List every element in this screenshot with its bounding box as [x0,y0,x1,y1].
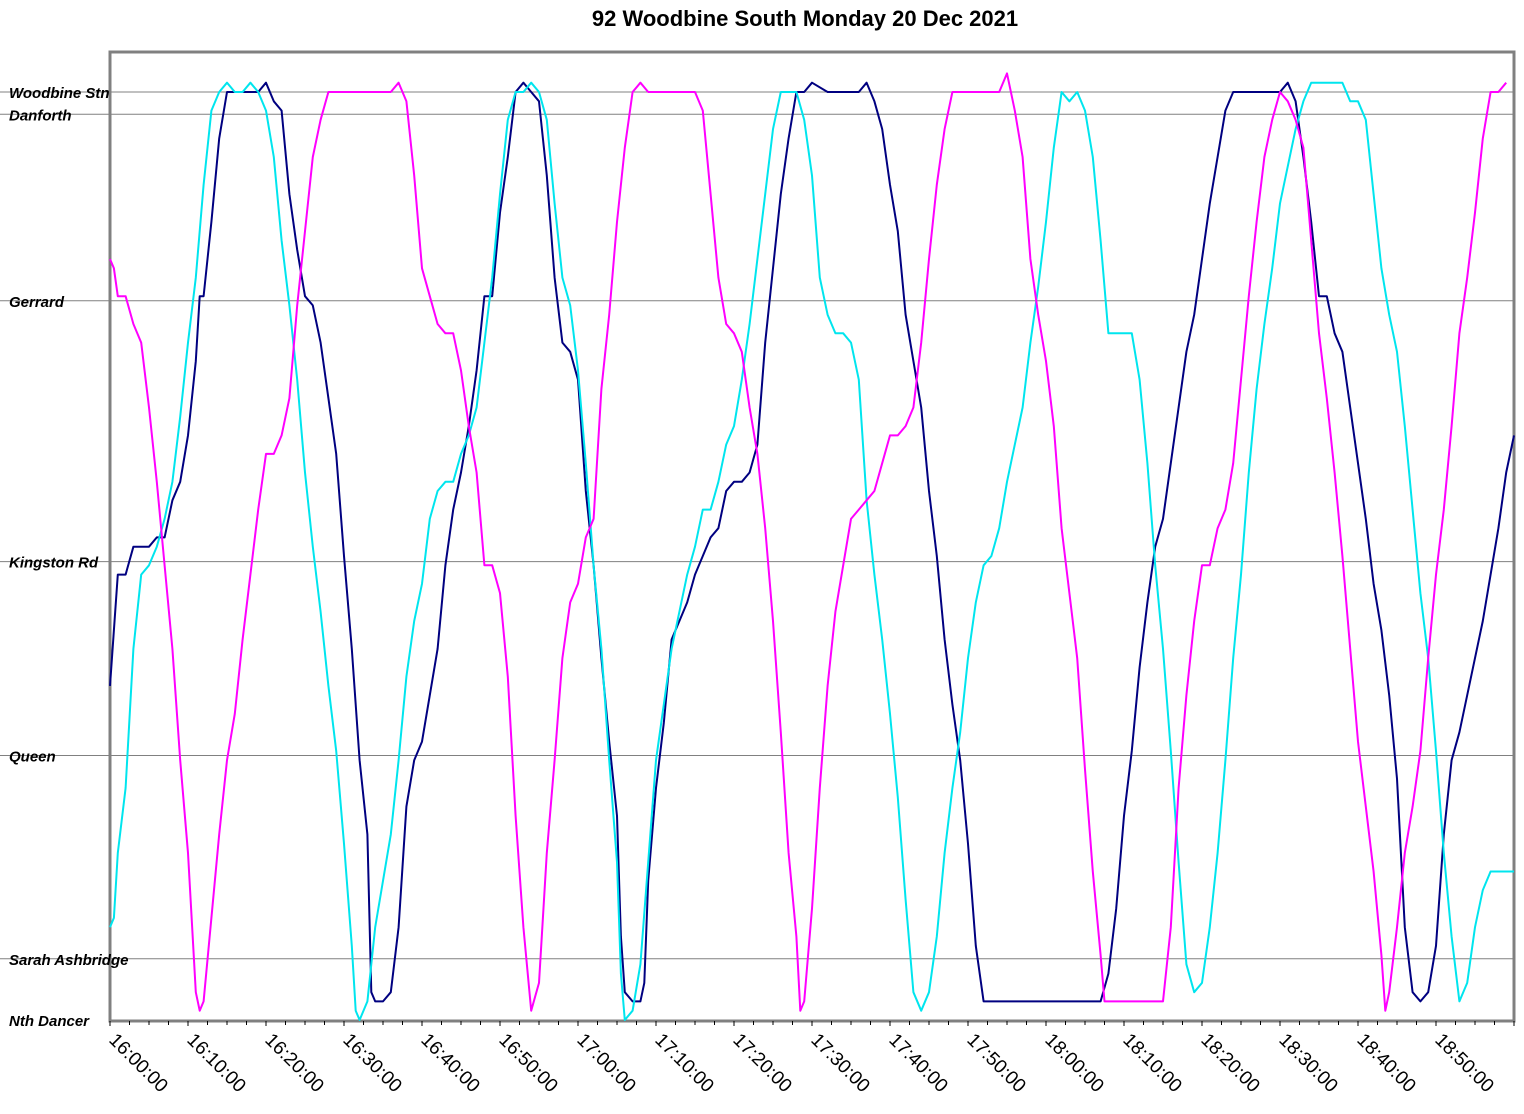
stop-label: Nth Dancer [9,1013,90,1030]
stop-label: Sarah Ashbridge [9,952,128,969]
x-tick-label: 18:10:00 [1118,1030,1185,1097]
stop-label: Queen [9,749,56,766]
series-group [109,72,1515,1021]
x-tick-label: 17:40:00 [884,1030,951,1097]
x-tick-label: 18:30:00 [1274,1030,1341,1097]
x-tick-label: 17:20:00 [728,1030,795,1097]
x-tick-label: 16:30:00 [338,1030,405,1097]
x-tick-label: 16:20:00 [260,1030,327,1097]
x-tick-label: 18:50:00 [1430,1030,1497,1097]
stop-label: Danforth [9,107,72,124]
x-tick-label: 18:20:00 [1196,1030,1263,1097]
stop-label: Kingston Rd [9,555,99,572]
chart-title: 92 Woodbine South Monday 20 Dec 2021 [592,6,1018,31]
stop-label: Gerrard [9,294,65,311]
x-tick-label: 17:10:00 [650,1030,717,1097]
x-tick-label: 17:00:00 [572,1030,639,1097]
plot-area [108,50,1516,1023]
stop-label: Woodbine Stn [9,85,110,102]
x-tick-label: 17:50:00 [962,1030,1029,1097]
x-tick-label: 17:30:00 [806,1030,873,1097]
stop-labels: Woodbine Stn Danforth Gerrard Kingston Rd Qu… [9,85,128,1030]
x-tick-label: 16:50:00 [494,1030,561,1097]
series-line-2 [109,81,1514,1021]
series-line-1 [109,81,1515,1003]
x-tick-label: 18:00:00 [1040,1030,1107,1097]
x-axis: 16:00:00 16:10:00 16:20:00 16:30:00 16:40:00… [104,1021,1515,1097]
x-tick-label: 16:10:00 [182,1030,249,1097]
x-tick-label: 16:00:00 [104,1030,171,1097]
series-line-3 [109,72,1507,1012]
x-tick-label: 18:40:00 [1352,1030,1419,1097]
x-tick-label: 16:40:00 [416,1030,483,1097]
